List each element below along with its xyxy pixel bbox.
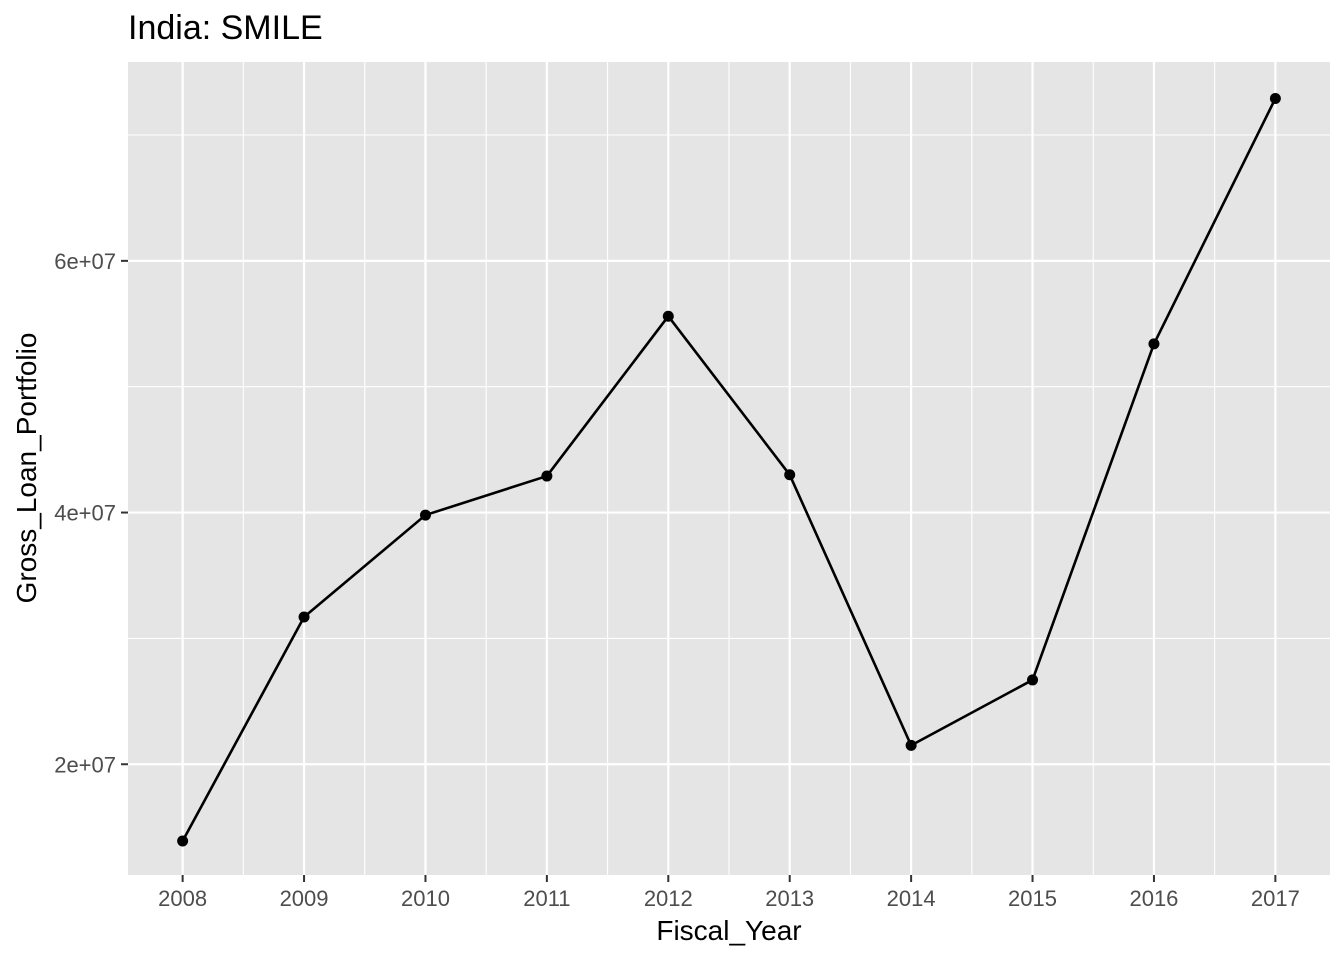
- data-point-2009: [298, 611, 310, 623]
- data-point-2014: [905, 739, 917, 751]
- x-tick-label: 2012: [644, 886, 693, 911]
- data-point-2010: [419, 509, 431, 521]
- y-tick-label: 6e+07: [54, 249, 116, 274]
- x-tick-label: 2011: [523, 886, 570, 911]
- x-tick-label: 2014: [887, 886, 936, 911]
- series-layer: [177, 92, 1281, 847]
- major-gridlines: [128, 62, 1330, 875]
- x-tick-label: 2017: [1251, 886, 1300, 911]
- data-point-2008: [177, 835, 189, 847]
- x-tick-label: 2008: [158, 886, 207, 911]
- data-point-2011: [541, 470, 553, 482]
- x-axis: 2008 2009 2010 2011 2012 2013 2014 2015 2016 2017: [158, 875, 1300, 911]
- x-tick-label: 2015: [1008, 886, 1057, 911]
- x-tick-label: 2010: [401, 886, 450, 911]
- x-axis-label: Fiscal_Year: [656, 915, 801, 946]
- data-point-2015: [1027, 674, 1039, 686]
- x-tick-label: 2013: [765, 886, 814, 911]
- data-point-2017: [1269, 92, 1281, 104]
- data-point-2016: [1148, 338, 1160, 350]
- x-tick-label: 2016: [1129, 886, 1178, 911]
- x-tick-label: 2009: [280, 886, 329, 911]
- y-tick-label: 4e+07: [54, 501, 116, 526]
- data-point-2012: [662, 310, 674, 322]
- minor-gridlines: [128, 62, 1330, 875]
- y-tick-label: 2e+07: [54, 752, 116, 777]
- y-axis: 2e+07 4e+07 6e+07: [54, 249, 128, 777]
- data-point-2013: [784, 469, 796, 481]
- series-line: [181, 97, 1277, 842]
- y-axis-label: Gross_Loan_Portfolio: [11, 333, 42, 604]
- chart-title: India: SMILE: [128, 9, 323, 47]
